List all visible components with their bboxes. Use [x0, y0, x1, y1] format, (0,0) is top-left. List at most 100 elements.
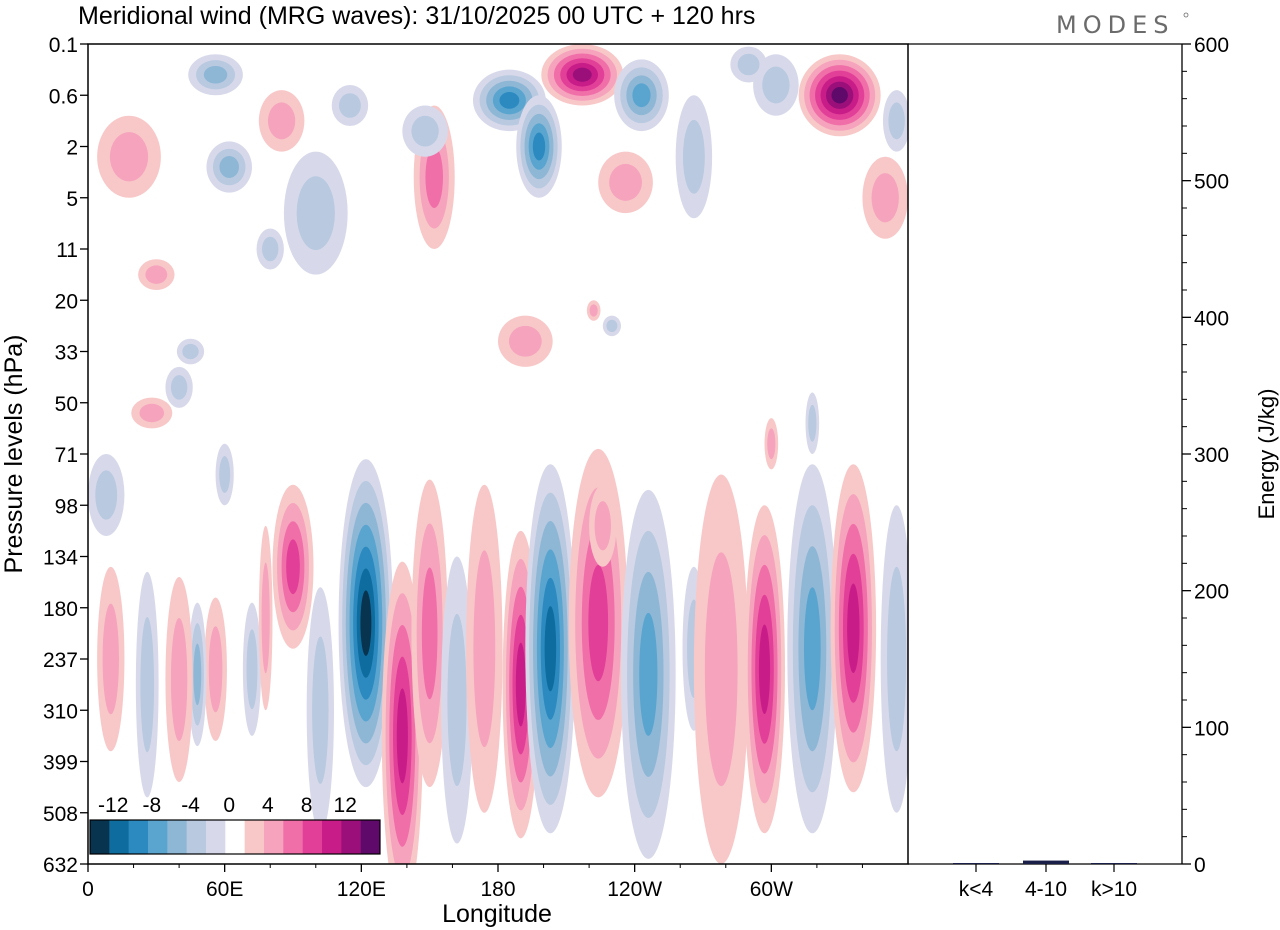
- modes-logo: MODES: [1056, 11, 1174, 39]
- colorbar-tick-label: 12: [334, 794, 357, 817]
- y-axis-label: Pressure levels (hPa): [0, 335, 28, 574]
- negative-contour: [182, 343, 199, 360]
- negative-contour: [360, 590, 372, 656]
- negative-contour: [887, 566, 907, 752]
- y-tick-label: 180: [43, 598, 78, 621]
- energy-bar: [1023, 860, 1069, 864]
- x-tick-label: 120W: [607, 878, 662, 901]
- y-tick-label: 632: [43, 854, 78, 877]
- energy-tick-label: 0: [1194, 854, 1206, 877]
- x-tick-label: 60W: [750, 878, 793, 901]
- colorbar: -12 -8 -4 0 4 8 12: [89, 794, 381, 855]
- negative-contour: [606, 319, 618, 333]
- colorbar-swatch: [186, 820, 207, 854]
- colorbar-swatch: [341, 820, 361, 854]
- x-tick-label: 180: [480, 878, 515, 901]
- negative-contour: [803, 587, 821, 711]
- y-tick-label: 50: [55, 393, 78, 416]
- positive-contour: [609, 163, 642, 201]
- positive-contour: [102, 603, 119, 715]
- positive-contour: [515, 642, 526, 727]
- colorbar-swatch: [128, 820, 149, 854]
- energy-tick-label: 100: [1194, 717, 1229, 740]
- negative-contour: [808, 404, 817, 442]
- colorbar-swatch: [322, 820, 342, 854]
- colorbar-tick-label: 0: [223, 794, 235, 817]
- negative-contour: [95, 470, 118, 520]
- x-axis-label: Longitude: [442, 900, 552, 928]
- energy-tick-label: 400: [1194, 307, 1229, 330]
- negative-contour: [532, 132, 546, 161]
- positive-contour: [594, 501, 611, 551]
- negative-contour: [193, 643, 202, 706]
- positive-contour: [261, 562, 270, 674]
- colorbar-tick-label: -8: [143, 794, 162, 817]
- positive-contour: [871, 173, 899, 223]
- contour-field: [88, 44, 908, 864]
- negative-contour: [246, 629, 258, 710]
- positive-contour: [508, 325, 542, 357]
- colorbar-tick-label: -4: [181, 794, 200, 817]
- positive-contour: [473, 550, 496, 748]
- energy-cat-label: k>10: [1091, 878, 1137, 901]
- energy-tick-label: 500: [1194, 171, 1229, 194]
- energy-axis-label: Energy (J/kg): [1254, 389, 1279, 520]
- y-tick-label: 5: [66, 188, 78, 211]
- positive-contour: [267, 102, 296, 140]
- y-tick-label: 20: [55, 290, 78, 313]
- negative-contour: [737, 53, 760, 76]
- y-tick-label: 2: [66, 137, 78, 160]
- colorbar-swatch: [206, 820, 226, 854]
- colorbar-swatch: [148, 820, 168, 854]
- colorbar-swatch: [225, 820, 245, 854]
- colorbar-swatch: [109, 820, 129, 854]
- colorbar-swatch: [283, 820, 303, 854]
- negative-contour: [219, 456, 231, 493]
- negative-contour: [203, 65, 228, 84]
- y-tick-label: 508: [43, 803, 78, 826]
- energy-panel: 0 100 200 300 400 500 600 k<4 4-10 k>10: [908, 34, 1229, 901]
- positive-contour: [208, 626, 223, 713]
- energy-cat-label: 4-10: [1025, 878, 1067, 901]
- negative-contour: [140, 616, 155, 753]
- positive-contour: [139, 403, 165, 423]
- energy-bar: [1091, 863, 1137, 864]
- negative-contour: [447, 613, 467, 787]
- y-tick-label: 134: [43, 547, 78, 570]
- negative-contour: [682, 119, 705, 194]
- y-tick-label: 237: [43, 649, 78, 672]
- colorbar-tick-label: 4: [262, 794, 274, 817]
- x-tick-label: 120E: [337, 878, 386, 901]
- positive-contour: [572, 67, 592, 82]
- colorbar-swatch: [264, 820, 284, 854]
- y-tick-label: 399: [43, 752, 78, 775]
- x-tick-label: 60E: [206, 878, 243, 901]
- positive-contour: [758, 624, 771, 714]
- energy-tick-label: 300: [1194, 444, 1229, 467]
- energy-tick-label: 600: [1194, 34, 1229, 57]
- colorbar-swatch: [90, 820, 110, 854]
- positive-contour: [767, 428, 776, 460]
- colorbar-tick-label: -12: [98, 794, 128, 817]
- positive-contour: [421, 567, 438, 700]
- positive-contour: [847, 583, 860, 673]
- y-tick-label: 0.1: [49, 34, 78, 57]
- negative-contour: [296, 176, 335, 251]
- negative-contour: [544, 606, 557, 692]
- negative-contour: [499, 91, 520, 109]
- negative-contour: [339, 93, 361, 118]
- colorbar-swatch: [167, 820, 187, 854]
- x-tick-label: 0: [82, 878, 94, 901]
- y-tick-label: 98: [55, 495, 78, 518]
- positive-contour: [396, 688, 408, 784]
- positive-contour: [170, 618, 188, 741]
- energy-bar: [953, 863, 999, 864]
- positive-contour: [425, 146, 444, 208]
- colorbar-swatch: [302, 820, 323, 854]
- negative-contour: [888, 102, 905, 140]
- negative-contour: [762, 66, 790, 104]
- chart-title: Meridional wind (MRG waves): 31/10/2025 …: [78, 2, 755, 30]
- positive-contour: [145, 265, 168, 284]
- registered-icon: [1183, 12, 1189, 18]
